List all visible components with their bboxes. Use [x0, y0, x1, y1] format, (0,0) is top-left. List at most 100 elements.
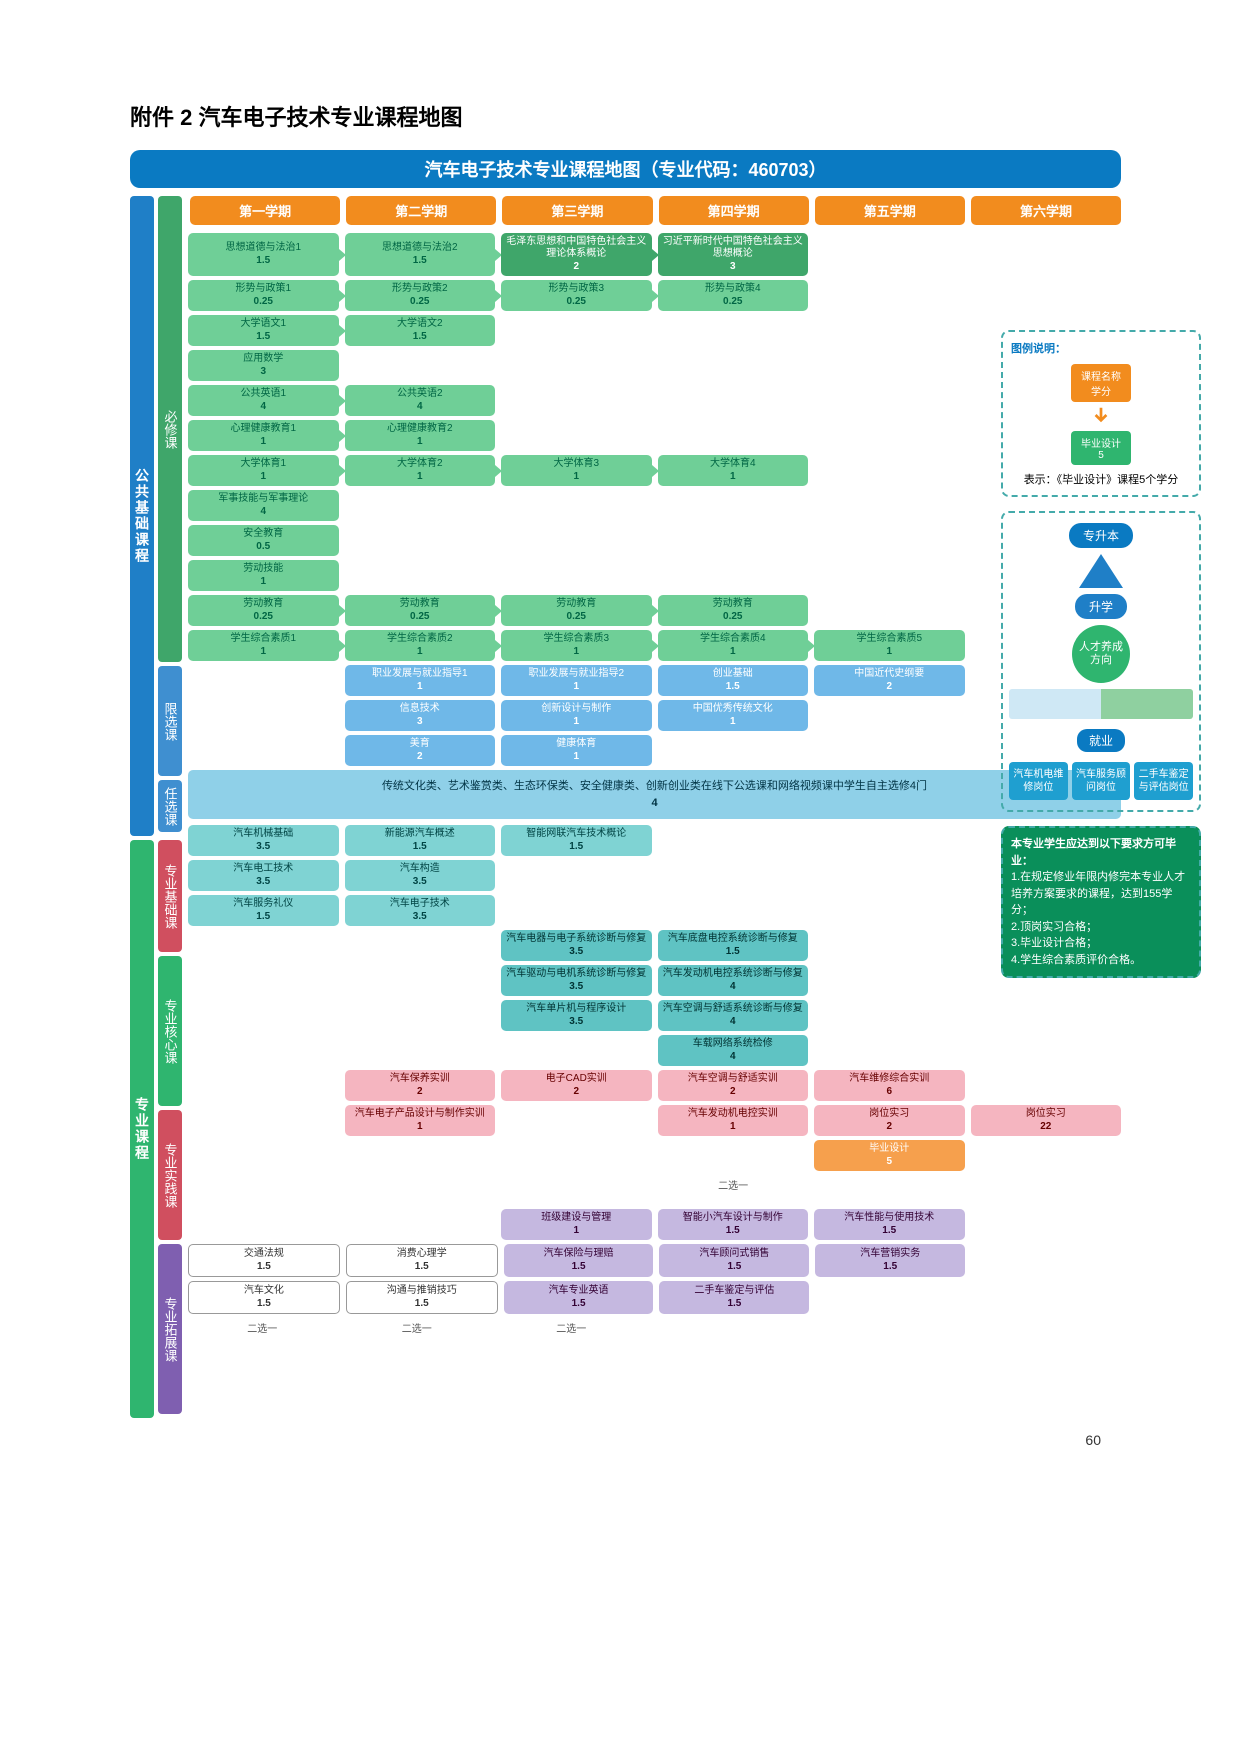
course-credit: 1.5 — [413, 255, 427, 267]
course-name: 公共英语2 — [397, 388, 443, 400]
legend-description: 表示：《毕业设计》课程5个学分 — [1011, 471, 1191, 487]
course-cell: 职业发展与就业指导11 — [345, 665, 496, 696]
course-cell: 新能源汽车概述1.5 — [345, 825, 496, 856]
rail-practice: 专业实践课 — [158, 1110, 182, 1240]
course-credit: 1.5 — [727, 1298, 741, 1310]
course-credit: 0.25 — [254, 296, 273, 308]
course-name: 岗位实习 — [869, 1108, 909, 1120]
course-name: 学生综合素质4 — [700, 633, 766, 645]
course-name: 形势与政策1 — [235, 283, 291, 295]
course-cell: 心理健康教育11 — [188, 420, 339, 451]
course-name: 中国优秀传统文化 — [693, 703, 773, 715]
semester-header-6: 第六学期 — [971, 196, 1121, 225]
course-cell: 汽车驱动与电机系统诊断与修复3.5 — [501, 965, 652, 996]
main-title-bar: 汽车电子技术专业课程地图（专业代码：460703） — [130, 150, 1121, 188]
course-credit: 1.5 — [727, 1261, 741, 1273]
elective-description: 传统文化类、艺术鉴赏类、生态环保类、安全健康类、创新创业类在线下公选课和网络视频… — [188, 770, 1121, 819]
course-cell: 健康体育1 — [501, 735, 652, 766]
course-credit: 2 — [573, 1086, 579, 1098]
course-name: 美育 — [410, 738, 430, 750]
course-name: 劳动教育 — [713, 598, 753, 610]
course-credit: 1.5 — [257, 1261, 271, 1273]
course-name: 汽车空调与舒适系统诊断与修复 — [663, 1003, 803, 1015]
course-cell: 大学语文11.5 — [188, 315, 339, 346]
rail-extend: 专业拓展课 — [158, 1244, 182, 1414]
rail-core: 专业核心课 — [158, 956, 182, 1106]
course-cell: 学生综合素质11 — [188, 630, 339, 661]
course-credit: 0.25 — [723, 296, 742, 308]
course-cell: 汽车电器与电子系统诊断与修复3.5 — [501, 930, 652, 961]
course-cell: 电子CAD实训2 — [501, 1070, 652, 1101]
course-cell: 消费心理学1.5 — [346, 1244, 498, 1277]
course-cell: 职业发展与就业指导21 — [501, 665, 652, 696]
section-optional: 传统文化类、艺术鉴赏类、生态环保类、安全健康类、创新创业类在线下公选课和网络视频… — [188, 770, 1121, 819]
course-cell: 中国优秀传统文化1 — [658, 700, 809, 731]
course-credit: 1 — [573, 716, 579, 728]
semester-header-4: 第四学期 — [659, 196, 809, 225]
course-credit: 1.5 — [256, 331, 270, 343]
course-name: 二手车鉴定与评估 — [694, 1285, 774, 1297]
section-practice: 汽车保养实训2电子CAD实训2汽车空调与舒适实训2汽车维修综合实训6汽车电子产品… — [188, 1070, 1121, 1171]
course-cell: 信息技术3 — [345, 700, 496, 731]
course-credit: 0.25 — [254, 611, 273, 623]
course-credit: 5 — [886, 1156, 892, 1168]
course-credit: 1 — [730, 716, 736, 728]
course-credit: 1 — [573, 471, 579, 483]
requirement-item: 3.毕业设计合格； — [1011, 935, 1191, 952]
course-name: 创新设计与制作 — [541, 703, 611, 715]
path-upgrade: 专升本 — [1069, 523, 1133, 548]
course-name: 汽车电器与电子系统诊断与修复 — [506, 933, 646, 945]
course-name: 新能源汽车概述 — [385, 828, 455, 840]
course-cell: 汽车空调与舒适实训2 — [658, 1070, 809, 1101]
course-cell: 汽车空调与舒适系统诊断与修复4 — [658, 1000, 809, 1031]
course-credit: 4 — [730, 1016, 736, 1028]
course-credit: 1 — [417, 471, 423, 483]
course-cell: 学生综合素质41 — [658, 630, 809, 661]
course-credit: 3 — [260, 366, 266, 378]
course-name: 汽车底盘电控系统诊断与修复 — [668, 933, 798, 945]
course-cell: 大学体育21 — [345, 455, 496, 486]
course-cell: 岗位实习2 — [814, 1105, 965, 1136]
course-name: 智能网联汽车技术概论 — [526, 828, 626, 840]
course-credit: 4 — [260, 401, 266, 413]
course-credit: 1.5 — [726, 946, 740, 958]
course-cell: 汽车机械基础3.5 — [188, 825, 339, 856]
course-credit: 2 — [886, 1121, 892, 1133]
semester-header-1: 第一学期 — [190, 196, 340, 225]
course-name: 学生综合素质5 — [856, 633, 922, 645]
course-cell: 习近平新时代中国特色社会主义思想概论3 — [658, 233, 809, 276]
course-credit: 0.25 — [410, 296, 429, 308]
section-limited: 职业发展与就业指导11职业发展与就业指导21创业基础1.5中国近代史纲要2信息技… — [188, 665, 1121, 766]
course-name: 智能小汽车设计与制作 — [683, 1212, 783, 1224]
course-name: 班级建设与管理 — [541, 1212, 611, 1224]
label-two-choose-one: 二选一 — [660, 1177, 807, 1203]
course-cell: 岗位实习22 — [971, 1105, 1122, 1136]
course-credit: 4 — [730, 1051, 736, 1063]
course-cell: 汽车发动机电控系统诊断与修复4 — [658, 965, 809, 996]
course-name: 创业基础 — [713, 668, 753, 680]
course-cell: 创新设计与制作1 — [501, 700, 652, 731]
course-name: 习近平新时代中国特色社会主义思想概论 — [660, 236, 807, 260]
course-cell: 汽车保养实训2 — [345, 1070, 496, 1101]
course-name: 大学体育4 — [710, 458, 756, 470]
course-name: 汽车电工技术 — [233, 863, 293, 875]
course-credit: 1.5 — [726, 1225, 740, 1237]
course-name: 学生综合素质2 — [387, 633, 453, 645]
course-credit: 22 — [1040, 1121, 1051, 1133]
course-cell: 中国近代史纲要2 — [814, 665, 965, 696]
course-name: 汽车性能与使用技术 — [844, 1212, 934, 1224]
course-cell: 形势与政策20.25 — [345, 280, 496, 311]
semester-header-3: 第三学期 — [502, 196, 652, 225]
course-credit: 3.5 — [256, 841, 270, 853]
elective-credit: 4 — [192, 795, 1117, 812]
course-cell: 汽车底盘电控系统诊断与修复1.5 — [658, 930, 809, 961]
course-cell: 智能小汽车设计与制作1.5 — [658, 1209, 809, 1240]
course-credit: 2 — [573, 261, 579, 273]
course-credit: 1 — [417, 646, 423, 658]
course-credit: 1 — [260, 646, 266, 658]
legend-box: 图例说明： 课程名称学分 毕业设计5 表示：《毕业设计》课程5个学分 — [1001, 330, 1201, 497]
course-name: 思想道德与法治2 — [382, 242, 458, 254]
label-two-choose-one-c: 二选一 — [497, 1320, 646, 1346]
course-credit: 0.5 — [256, 541, 270, 553]
course-name: 汽车营销实务 — [860, 1248, 920, 1260]
